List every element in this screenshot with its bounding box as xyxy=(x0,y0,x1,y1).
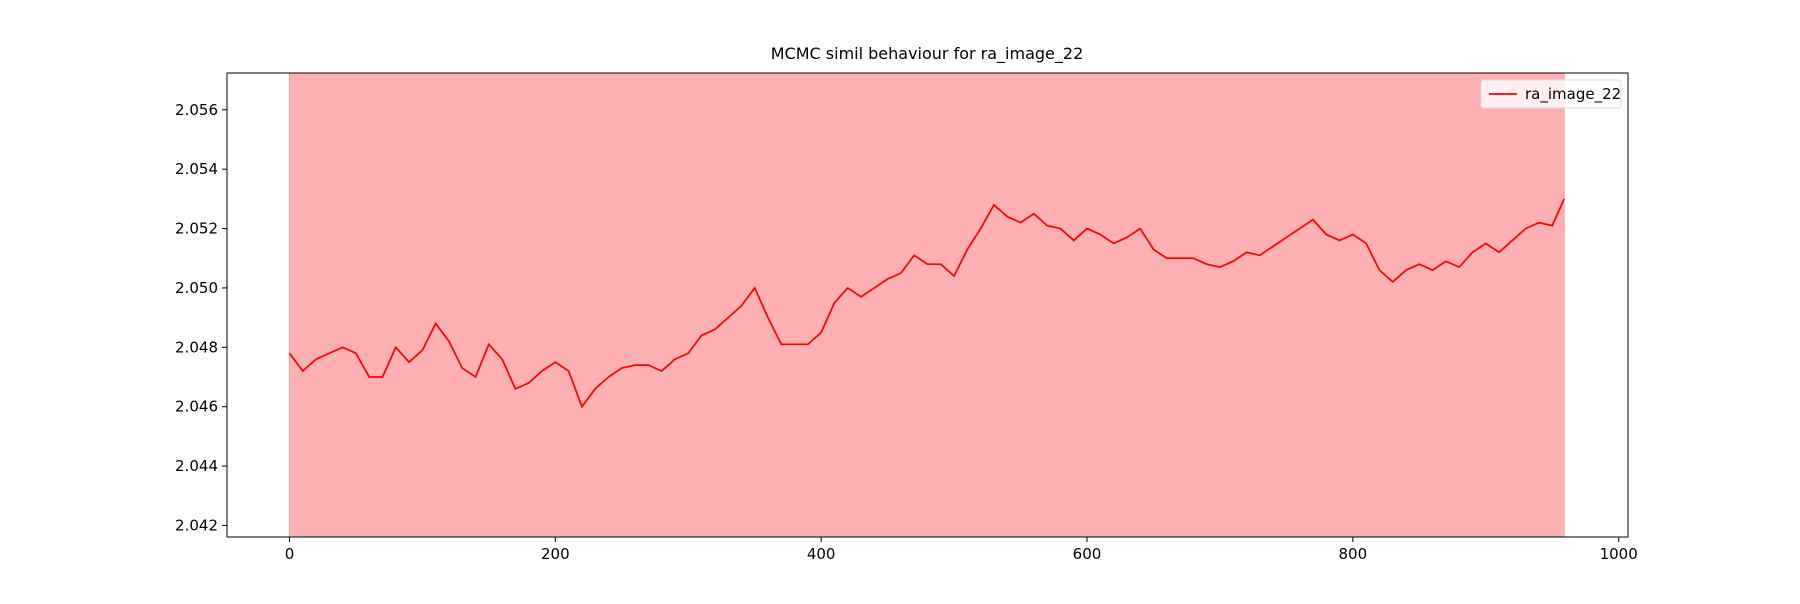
y-tick-label: 2.056 xyxy=(175,101,218,119)
y-tick-label: 2.048 xyxy=(175,338,218,356)
span xyxy=(288,72,1565,538)
x-tick-label: 1000 xyxy=(1600,545,1638,563)
y-tick-label: 2.054 xyxy=(175,160,218,178)
series-line xyxy=(288,198,1565,409)
y-tick-label: 2.042 xyxy=(175,516,218,534)
x-tick-label: 0 xyxy=(285,545,295,563)
x-tick-label: 800 xyxy=(1339,545,1368,563)
x-tick-label: 600 xyxy=(1073,545,1102,563)
y-tick-label: 2.044 xyxy=(175,457,218,475)
legend-box xyxy=(1480,79,1622,109)
y-tick-label: 2.046 xyxy=(175,398,218,416)
chart-title: MCMC simil behaviour for ra_image_22 xyxy=(771,44,1084,64)
x-tick-label: 200 xyxy=(541,545,570,563)
y-tick-label: 2.050 xyxy=(175,279,218,297)
y-tick-label: 2.052 xyxy=(175,220,218,238)
legend-label: ra_image_22 xyxy=(1525,85,1621,104)
plot-frame xyxy=(226,72,1629,538)
x-tick-label: 400 xyxy=(807,545,836,563)
